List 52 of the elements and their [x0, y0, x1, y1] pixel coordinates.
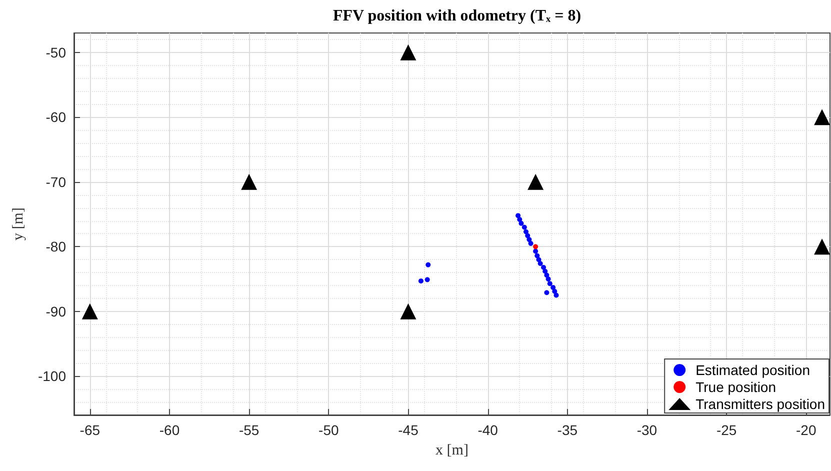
point: [534, 253, 540, 258]
x-tick-label: -45: [398, 422, 419, 438]
point: [82, 303, 98, 320]
point: [426, 262, 431, 268]
y-tick-label: -100: [38, 368, 66, 384]
legend-label: Estimated position: [696, 362, 810, 378]
x-tick-label: -30: [636, 422, 658, 438]
point: [541, 264, 546, 270]
y-tick-label: -90: [46, 303, 66, 320]
point: [550, 284, 556, 290]
point: [547, 281, 552, 286]
point: [400, 44, 416, 60]
point: [538, 260, 543, 266]
point: [546, 276, 551, 282]
point: [528, 240, 534, 246]
chart-title: FFV position with odometry (Tₓ = 8): [332, 8, 582, 24]
x-tick-label: -35: [557, 422, 578, 438]
point: [516, 213, 521, 218]
point: [533, 248, 538, 254]
point: [544, 290, 550, 296]
point: [528, 174, 544, 190]
x-tick-label: -20: [796, 422, 816, 438]
y-tick-label: -80: [46, 238, 66, 255]
point: [552, 288, 558, 294]
legend-label: Transmitters position: [696, 396, 826, 412]
point: [814, 109, 830, 126]
x-tick-label: -50: [318, 422, 339, 438]
point: [526, 237, 532, 242]
y-axis-title: y [m]: [10, 208, 26, 240]
point: [424, 277, 430, 282]
point: [418, 278, 424, 284]
legend-label: True position: [696, 379, 776, 395]
point: [241, 174, 258, 190]
x-tick-label: -65: [80, 422, 100, 438]
point: [525, 233, 530, 238]
point: [517, 216, 522, 222]
y-tick-label: -60: [46, 109, 66, 126]
point: [533, 244, 538, 250]
x-tick-label: -55: [238, 422, 260, 438]
x-tick-label: -60: [159, 422, 180, 438]
y-tick-label: -70: [46, 174, 66, 190]
point: [544, 272, 550, 278]
x-axis-title: x [m]: [436, 442, 468, 458]
point: [536, 257, 542, 262]
point: [400, 303, 416, 320]
point: [814, 238, 830, 255]
y-tick-label: -50: [46, 44, 66, 60]
point: [518, 220, 524, 226]
x-tick-label: -40: [478, 422, 498, 438]
point: [522, 224, 527, 230]
point: [554, 292, 559, 298]
x-tick-label: -25: [716, 422, 737, 438]
